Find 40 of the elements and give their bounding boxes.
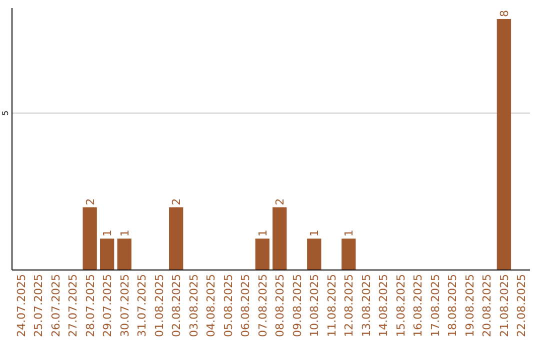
data-label: 2: [84, 198, 97, 206]
data-label: 1: [342, 230, 356, 237]
data-label: 1: [256, 230, 270, 237]
x-tick-label: 19.08.2025: [463, 274, 476, 337]
x-tick-label: 30.07.2025: [118, 274, 132, 337]
x-tick-label: 28.07.2025: [84, 274, 97, 337]
data-label: 1: [118, 230, 132, 237]
x-tick-label: 06.08.2025: [239, 274, 252, 337]
x-tick-label: 02.08.2025: [170, 274, 184, 337]
data-label: 1: [308, 230, 322, 237]
x-tick-label: 22.08.2025: [515, 274, 528, 337]
x-tick-label: 27.07.2025: [66, 274, 80, 337]
x-tick-label: 14.08.2025: [377, 274, 390, 337]
x-tick-label: 07.08.2025: [256, 274, 270, 337]
x-tick-label: 31.07.2025: [136, 274, 149, 337]
x-tick-label: 18.08.2025: [446, 274, 460, 337]
x-tick-label: 05.08.2025: [222, 274, 235, 337]
x-tick-label: 03.08.2025: [187, 274, 200, 337]
x-tick-label: 26.07.2025: [49, 274, 62, 337]
x-tick-label: 09.08.2025: [290, 274, 304, 337]
x-tick-label: 24.07.2025: [14, 274, 28, 337]
x-tick-label: 21.08.2025: [498, 274, 511, 337]
x-tick-label: 25.07.2025: [32, 274, 46, 337]
x-tick-label: 12.08.2025: [342, 274, 356, 337]
x-tick-label: 08.08.2025: [274, 274, 287, 337]
x-tick-label: 13.08.2025: [360, 274, 373, 337]
data-label: 2: [274, 198, 287, 206]
x-tick-label: 11.08.2025: [325, 274, 338, 337]
x-tick-label: 10.08.2025: [308, 274, 322, 337]
x-tick-label: 29.07.2025: [101, 274, 114, 337]
x-tick-label: 15.08.2025: [394, 274, 408, 337]
data-label: 1: [101, 230, 114, 237]
x-tick-label: 04.08.2025: [204, 274, 218, 337]
x-tick-label: 20.08.2025: [480, 274, 494, 337]
x-tick-label: 17.08.2025: [428, 274, 442, 337]
x-tick-label: 01.08.2025: [152, 274, 166, 337]
data-label: 8: [498, 10, 511, 17]
y-tick-label: 5: [1, 110, 10, 116]
data-label: 2: [170, 198, 184, 206]
x-tick-label: 16.08.2025: [412, 274, 425, 337]
